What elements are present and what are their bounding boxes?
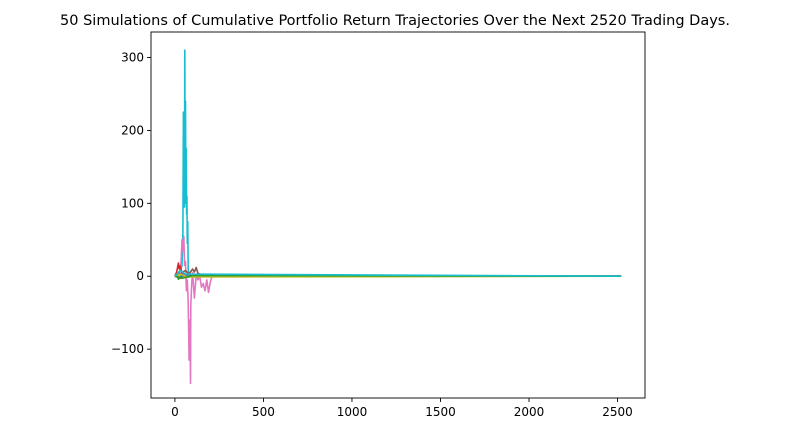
- x-tick-label-2: 1000: [337, 405, 368, 419]
- series-line-1: [174, 235, 622, 385]
- y-axis-ticks: −100 0 100 200 300: [111, 51, 151, 356]
- x-tick-label-5: 2500: [602, 405, 633, 419]
- chart-title: 50 Simulations of Cumulative Portfolio R…: [60, 13, 730, 29]
- series-line-11: [174, 269, 622, 278]
- x-tick-label-3: 1500: [425, 405, 456, 419]
- x-tick-label-4: 2000: [514, 405, 545, 419]
- x-tick-label-0: 0: [171, 405, 179, 419]
- y-tick-label-4: 300: [121, 51, 144, 65]
- y-tick-label-1: 0: [136, 269, 144, 283]
- x-axis-ticks: 0 500 1000 1500 2000 2500: [171, 398, 633, 419]
- y-tick-label-0: −100: [111, 342, 144, 356]
- x-tick-label-1: 500: [252, 405, 275, 419]
- series-line-0: [174, 49, 622, 278]
- series-layer: [174, 49, 622, 385]
- plot-frame: [150, 31, 646, 399]
- y-tick-label-3: 200: [121, 123, 144, 137]
- y-tick-label-2: 100: [121, 196, 144, 210]
